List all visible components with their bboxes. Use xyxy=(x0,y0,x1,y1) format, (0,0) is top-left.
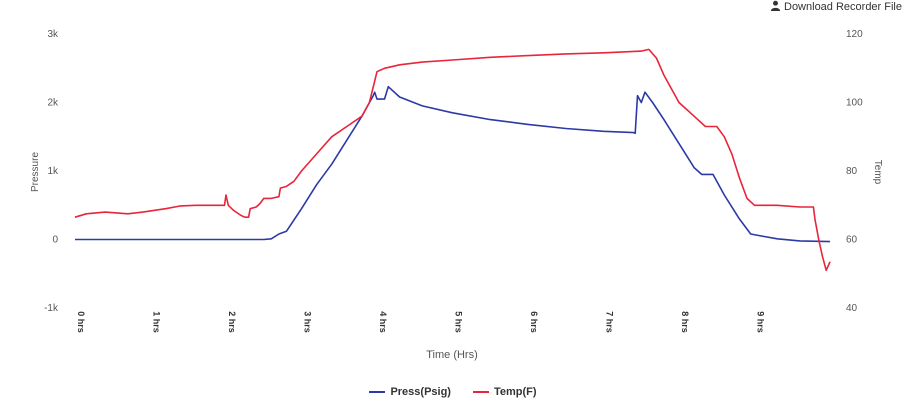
x-tick-label: 1 hrs xyxy=(152,311,162,333)
x-tick-label: 3 hrs xyxy=(303,311,313,333)
y-right-tick-label: 100 xyxy=(846,98,863,109)
download-recorder-file-link[interactable]: Download Recorder File xyxy=(770,0,902,14)
x-tick-label: 5 hrs xyxy=(454,311,464,333)
y-left-tick-label: 1k xyxy=(47,166,59,177)
series-line-temp xyxy=(74,48,831,272)
x-tick-label: 0 hrs xyxy=(76,311,86,333)
legend-label-temp: Temp(F) xyxy=(493,386,537,398)
user-icon xyxy=(770,0,781,14)
y-left-tick-label: 3k xyxy=(47,29,59,40)
y-right-tick-label: 120 xyxy=(846,29,863,40)
legend-label-press: Press(Psig) xyxy=(390,386,451,398)
series-line-press xyxy=(75,85,831,243)
legend-swatch-temp xyxy=(472,391,489,393)
y-axis-right-title: Temp xyxy=(872,160,883,185)
x-tick-label: 8 hrs xyxy=(680,311,690,333)
x-axis: 0 hrs 1 hrs 2 hrs 3 hrs 4 hrs 5 hrs 6 hrs 7 hrs… xyxy=(76,311,766,333)
chart-area: 3k 2k 1k 0 -1k 120 100 80 60 40 0 hrs 1 hrs 2 hrs 3… xyxy=(30,29,883,361)
download-label: Download Recorder File xyxy=(784,1,902,13)
y-right-tick-label: 80 xyxy=(846,166,858,177)
legend-item-temp[interactable]: Temp(F) xyxy=(472,386,537,398)
x-tick-label: 9 hrs xyxy=(756,311,766,333)
y-left-axis: 3k 2k 1k 0 -1k xyxy=(44,29,59,314)
y-left-tick-label: 2k xyxy=(47,98,59,109)
x-tick-label: 7 hrs xyxy=(605,311,615,333)
x-tick-label: 6 hrs xyxy=(529,311,539,333)
x-axis-title: Time (Hrs) xyxy=(426,349,478,361)
y-axis-left-title: Pressure xyxy=(30,152,41,192)
legend: Press(Psig) Temp(F) xyxy=(0,386,906,398)
y-left-tick-label: -1k xyxy=(44,303,59,314)
legend-swatch-press xyxy=(369,391,386,393)
y-left-tick-label: 0 xyxy=(52,235,58,246)
legend-item-press[interactable]: Press(Psig) xyxy=(369,386,451,398)
x-tick-label: 2 hrs xyxy=(227,311,237,333)
x-tick-label: 4 hrs xyxy=(378,311,388,333)
y-right-tick-label: 60 xyxy=(846,235,858,246)
y-right-axis: 120 100 80 60 40 xyxy=(846,29,863,314)
series-lines xyxy=(74,48,831,272)
y-right-tick-label: 40 xyxy=(846,303,858,314)
